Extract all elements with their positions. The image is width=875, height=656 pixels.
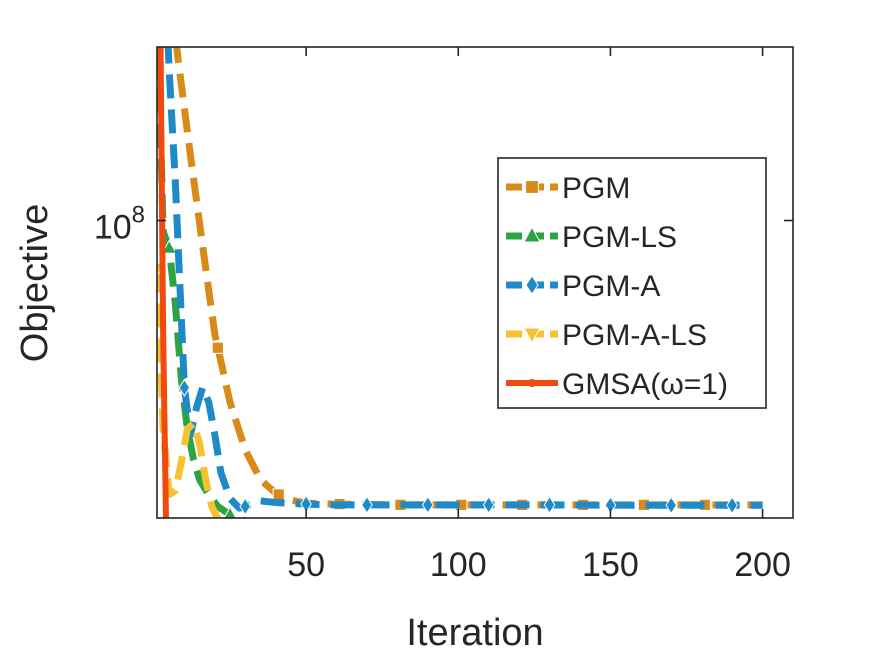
legend-swatch-marker-4 [528,379,536,387]
x-tick-label-150: 150 [582,546,639,584]
series-line-4 [157,47,169,518]
series-marker-2 [543,495,556,514]
series-marker-1 [473,517,474,518]
legend: PGM PGM-LS PGM-A PGM-A-LS GMSA(ω=1) [497,157,767,409]
series-line-2 [164,47,763,512]
series-4 [157,47,674,566]
series-marker-3 [515,525,529,538]
series-marker-2 [361,495,373,514]
series-marker-2 [421,495,434,514]
series-marker-3 [223,522,237,535]
legend-entries: PGM PGM-LS PGM-A PGM-A-LS GMSA(ω=1) [506,172,728,401]
x-axis-title: Iteration [406,612,543,654]
series-marker-2 [239,497,252,516]
legend-swatch-marker-0 [525,180,539,194]
series-marker-2 [726,496,738,515]
series-marker-2 [482,495,495,514]
legend-label-1: PGM-LS [562,221,677,254]
series-line-1 [157,47,250,518]
legend-entry-0: PGM [506,172,630,205]
series-1 [157,47,718,518]
legend-label-0: PGM [562,172,630,205]
tick-layer: 50 100 150 200 108 [94,47,793,584]
legend-swatch-marker-1 [523,226,541,243]
legend-entry-4: GMSA(ω=1) [506,368,728,401]
series-marker-1 [351,517,352,518]
series-marker-4 [242,560,248,566]
series-marker-1 [534,517,535,518]
y-axis-title: Objective [14,204,56,362]
series-marker-0 [272,488,285,501]
legend-entry-2: PGM-A [506,270,660,303]
series-marker-1 [655,517,657,518]
legend-swatch-marker-2 [525,274,539,296]
series-marker-0 [211,341,224,354]
series-marker-3 [442,524,456,537]
series-marker-1 [161,239,178,254]
series-marker-3 [588,525,602,538]
series-marker-3 [734,525,748,538]
legend-entry-3: PGM-A-LS [506,319,707,352]
series-marker-3 [369,524,383,537]
series-marker-1 [412,517,413,518]
legend-entry-1: PGM-LS [506,221,677,254]
series-marker-4 [364,560,370,566]
series-marker-1 [595,517,596,518]
series-marker-2 [665,496,678,515]
x-tick-label-50: 50 [287,546,325,584]
x-tick-label-200: 200 [734,546,791,584]
x-tick-label-100: 100 [430,546,487,584]
plot-frame [156,46,794,519]
series-marker-2 [178,378,191,397]
legend-label-3: PGM-A-LS [562,319,707,352]
legend-swatch-marker-3 [523,327,541,344]
series-marker-1 [223,506,237,518]
series-marker-1 [290,516,292,518]
series-marker-1 [716,517,718,518]
series-marker-3 [661,525,675,538]
series-marker-4 [668,560,674,566]
legend-label-2: PGM-A [562,270,660,303]
y-tick-label: 108 [94,202,145,247]
series-line-3 [157,268,223,518]
series-marker-4 [547,560,553,566]
series-2 [164,47,763,516]
series-marker-4 [181,559,187,565]
series-marker-3 [296,522,310,535]
series-layer [157,47,763,566]
legend-label-4: GMSA(ω=1) [562,368,728,401]
